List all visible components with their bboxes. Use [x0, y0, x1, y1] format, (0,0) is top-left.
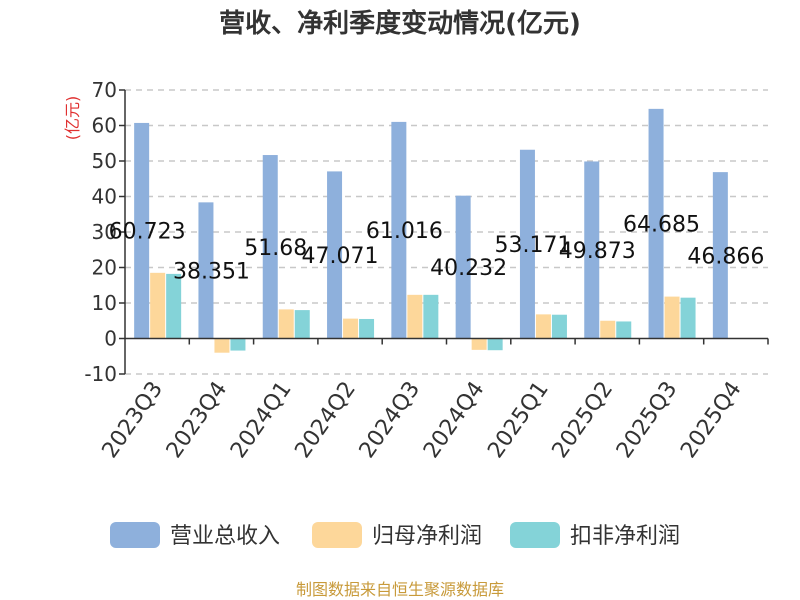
bar-deducted-net-profit: [680, 297, 696, 339]
data-label: 60.723: [109, 220, 186, 245]
bar-layer: [134, 108, 760, 353]
bar-revenue: [391, 121, 407, 339]
data-label: 47.071: [302, 244, 379, 269]
data-label: 61.016: [366, 219, 443, 244]
y-tick-label: 20: [92, 256, 117, 280]
bar-revenue: [262, 155, 278, 339]
bar-revenue: [134, 122, 150, 339]
bar-net-profit: [600, 320, 616, 339]
legend-label: 营业总收入: [170, 524, 280, 549]
bar-deducted-net-profit: [294, 310, 310, 339]
x-tick-label: 2023Q4: [162, 377, 233, 463]
bar-deducted-net-profit: [616, 321, 632, 339]
data-label: 38.351: [173, 259, 250, 284]
legend-swatch: [110, 522, 160, 548]
bar-revenue: [712, 172, 728, 339]
y-tick-label: 70: [92, 78, 117, 102]
chart-title: 营收、净利季度变动情况(亿元): [219, 8, 581, 39]
x-tick-label: 2024Q2: [290, 377, 361, 463]
legend-label: 归母净利润: [372, 524, 482, 549]
y-tick-label: 60: [92, 114, 117, 138]
y-tick-label: -10: [84, 362, 117, 386]
data-label: 51.68: [244, 236, 307, 261]
bar-net-profit: [535, 314, 551, 339]
y-tick-label: 30: [92, 220, 117, 244]
bar-net-profit: [150, 272, 166, 339]
bar-revenue: [455, 195, 471, 339]
x-tick-label: 2024Q3: [355, 377, 426, 463]
bar-revenue: [648, 108, 664, 339]
data-label: 64.685: [623, 213, 700, 238]
y-tick-label: 40: [92, 185, 117, 209]
legend-swatch: [510, 522, 560, 548]
y-tick-label: 10: [92, 291, 117, 315]
bar-net-profit: [278, 309, 294, 339]
legend: 营业总收入 归母净利润 扣非净利润: [110, 522, 680, 549]
bar-deducted-net-profit: [551, 314, 567, 339]
bar-revenue: [519, 149, 535, 339]
x-tick-label: 2025Q4: [676, 377, 747, 463]
data-label: 46.866: [687, 244, 764, 269]
bar-net-profit: [214, 338, 230, 353]
data-label: 53.171: [494, 233, 571, 258]
data-label: 40.232: [430, 256, 507, 281]
bar-net-profit: [471, 338, 487, 350]
x-tick-label: 2024Q4: [419, 377, 490, 463]
bar-deducted-net-profit: [230, 338, 246, 351]
bar-revenue: [198, 202, 214, 339]
grid-layer: [125, 89, 768, 375]
legend-label: 扣非净利润: [570, 524, 680, 549]
x-tick-label: 2025Q3: [612, 377, 683, 463]
bar-revenue: [584, 161, 600, 339]
y-tick-label: 50: [92, 149, 117, 173]
x-tick-label: 2023Q3: [98, 377, 169, 463]
bar-deducted-net-profit: [487, 338, 503, 351]
x-tick-label: 2025Q1: [483, 377, 554, 463]
data-label: 49.873: [559, 239, 636, 264]
source-note: 制图数据来自恒生聚源数据库: [296, 580, 504, 599]
bar-deducted-net-profit: [423, 294, 439, 339]
bar-deducted-net-profit: [166, 273, 182, 339]
bar-revenue: [327, 171, 343, 339]
bar-net-profit: [343, 318, 359, 339]
bar-deducted-net-profit: [359, 318, 375, 339]
y-tick-label: 0: [104, 327, 117, 351]
x-tick-label: 2024Q1: [226, 377, 297, 463]
bar-net-profit: [664, 296, 680, 339]
legend-swatch: [312, 522, 362, 548]
x-tick-label: 2025Q2: [548, 377, 619, 463]
y-axis-unit-label: (亿元): [63, 96, 82, 141]
bar-net-profit: [407, 294, 423, 339]
